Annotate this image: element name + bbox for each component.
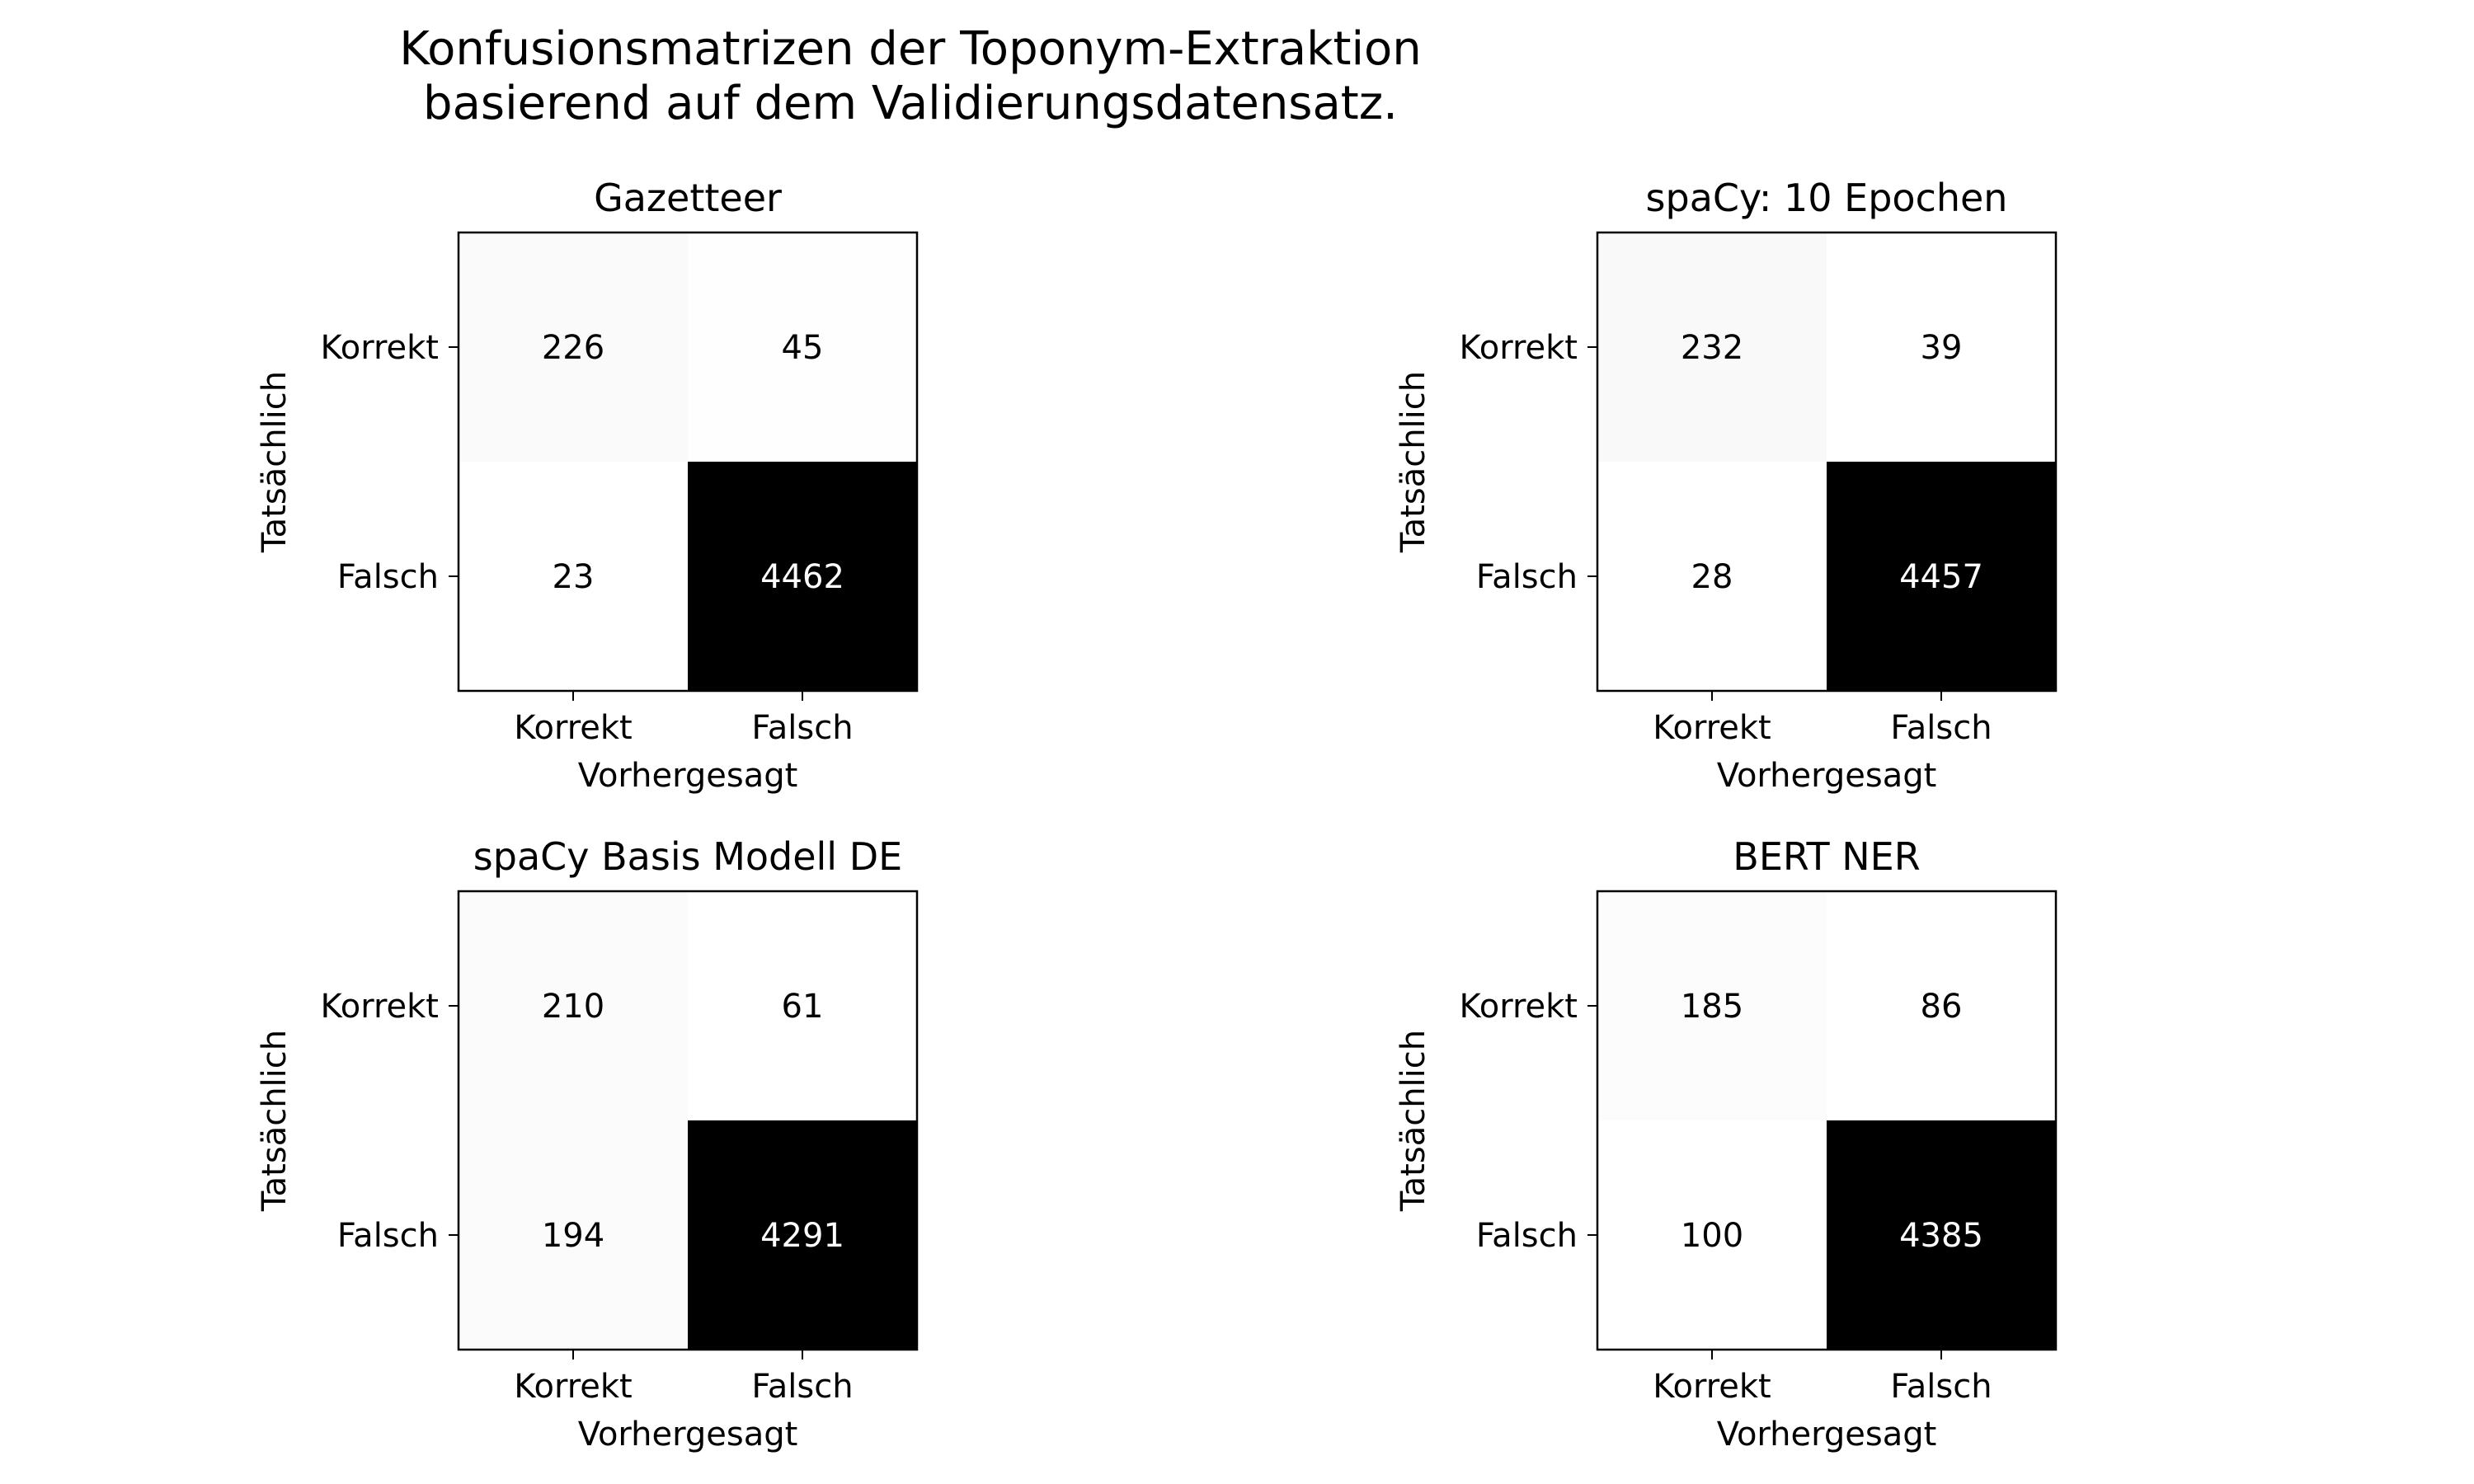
axes-frame bbox=[457, 890, 919, 1351]
x-tick-label: Falsch bbox=[751, 1368, 853, 1406]
matrix-cell bbox=[1597, 1120, 1827, 1350]
matrix-cell bbox=[688, 1120, 917, 1350]
x-axis-label: Vorhergesagt bbox=[578, 757, 798, 795]
figure-title-line-2: basierend auf dem Validierungsdatensatz. bbox=[423, 77, 1398, 130]
confusion-matrix-1: 226 45 23 4462 Gazetteer Korrekt Falsch Korrekt… bbox=[256, 176, 919, 795]
confusion-matrix-2: 232 39 28 4457 spaCy: 10 Epochen Korrekt Falsc… bbox=[1395, 176, 2058, 795]
axes-frame bbox=[457, 231, 919, 693]
cell-value-label: 86 bbox=[1921, 988, 1963, 1026]
confusion-matrix-4: 185 86 100 4385 BERT NER Korrekt Falsch Korrekt… bbox=[1395, 834, 2058, 1453]
y-tick-label: Falsch bbox=[1476, 558, 1578, 596]
cell-value-label: 4457 bbox=[1899, 558, 1983, 596]
y-tick-label: Korrekt bbox=[1460, 988, 1578, 1026]
subplot-title: Gazetteer bbox=[594, 176, 782, 220]
matrix-cell bbox=[1597, 891, 1827, 1120]
cell-value-label: 28 bbox=[1691, 558, 1733, 596]
y-tick-label: Falsch bbox=[337, 1217, 439, 1255]
y-axis-label: Tatsächlich bbox=[256, 371, 294, 553]
confusion-matrix-3: 210 61 194 4291 spaCy Basis Modell DE Korrekt… bbox=[256, 834, 919, 1453]
x-tick-label: Falsch bbox=[1890, 709, 1992, 747]
matrix-cell bbox=[1827, 232, 2056, 462]
matrix-cell bbox=[688, 462, 917, 691]
matrix-cell bbox=[1597, 462, 1827, 691]
x-tick-label: Falsch bbox=[751, 709, 853, 747]
x-tick-label: Falsch bbox=[1890, 1368, 1992, 1406]
x-tick-label: Korrekt bbox=[1653, 1368, 1771, 1406]
y-tick-label: Korrekt bbox=[1460, 329, 1578, 367]
x-tick-label: Korrekt bbox=[1653, 709, 1771, 747]
matrix-cell bbox=[688, 891, 917, 1120]
cell-value-label: 45 bbox=[782, 329, 824, 367]
cell-value-label: 23 bbox=[553, 558, 595, 596]
y-axis-label: Tatsächlich bbox=[1395, 1030, 1432, 1212]
cell-value-label: 194 bbox=[542, 1217, 604, 1255]
matrix-cell bbox=[688, 232, 917, 462]
cell-value-label: 39 bbox=[1921, 329, 1963, 367]
subplot-title: BERT NER bbox=[1733, 834, 1920, 879]
matrix-cell bbox=[1827, 891, 2056, 1120]
y-tick-label: Falsch bbox=[1476, 1217, 1578, 1255]
y-tick-label: Korrekt bbox=[321, 329, 439, 367]
cell-value-label: 226 bbox=[542, 329, 604, 367]
cell-value-label: 4462 bbox=[760, 558, 844, 596]
y-tick-label: Falsch bbox=[337, 558, 439, 596]
cell-value-label: 232 bbox=[1681, 329, 1743, 367]
matrix-cell bbox=[1827, 462, 2056, 691]
y-tick-label: Korrekt bbox=[321, 988, 439, 1026]
cell-value-label: 4291 bbox=[760, 1217, 844, 1255]
y-axis-label: Tatsächlich bbox=[256, 1030, 294, 1212]
subplot-title: spaCy Basis Modell DE bbox=[473, 834, 902, 879]
matrix-cell bbox=[459, 1120, 688, 1350]
x-axis-label: Vorhergesagt bbox=[1717, 1416, 1937, 1453]
subplot-title: spaCy: 10 Epochen bbox=[1646, 176, 2008, 220]
cell-value-label: 4385 bbox=[1899, 1217, 1983, 1255]
cell-value-label: 100 bbox=[1681, 1217, 1743, 1255]
cell-value-label: 210 bbox=[542, 988, 604, 1026]
cell-value-label: 185 bbox=[1681, 988, 1743, 1026]
matrix-cell bbox=[459, 462, 688, 691]
figure-title-line-1: Konfusionsmatrizen der Toponym-Extraktio… bbox=[399, 22, 1422, 76]
matrix-cell bbox=[1827, 1120, 2056, 1350]
x-tick-label: Korrekt bbox=[514, 709, 632, 747]
matrix-cell bbox=[1597, 232, 1827, 462]
x-tick-label: Korrekt bbox=[514, 1368, 632, 1406]
axes-frame bbox=[1596, 231, 2058, 693]
axes-frame bbox=[1596, 890, 2058, 1351]
x-axis-label: Vorhergesagt bbox=[1717, 757, 1937, 795]
matrix-cell bbox=[459, 891, 688, 1120]
cell-value-label: 61 bbox=[782, 988, 824, 1026]
x-axis-label: Vorhergesagt bbox=[578, 1416, 798, 1453]
matrix-cell bbox=[459, 232, 688, 462]
y-axis-label: Tatsächlich bbox=[1395, 371, 1432, 553]
